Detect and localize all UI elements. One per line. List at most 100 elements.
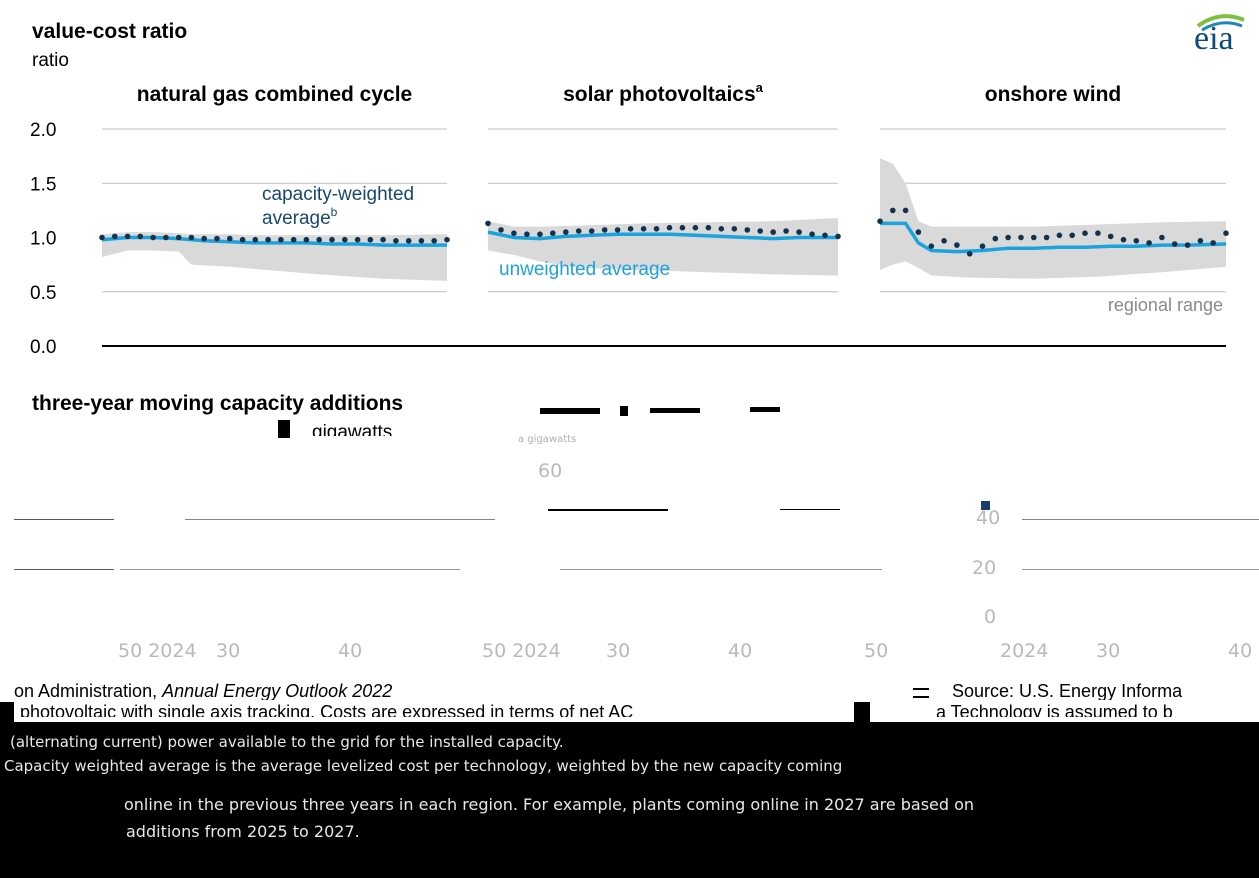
lower-marker-40 xyxy=(981,501,990,510)
weighted-average-point xyxy=(783,228,789,234)
weighted-average-point xyxy=(1171,241,1178,247)
weighted-average-point xyxy=(303,236,310,243)
weighted-average-point xyxy=(1197,238,1204,244)
panel-title: onshore wind xyxy=(985,83,1122,106)
unweighted-average-line xyxy=(101,235,447,247)
lower-marker xyxy=(278,420,290,438)
weighted-average-point xyxy=(431,238,438,244)
footer-line-3: (alternating current) power available to… xyxy=(10,733,564,751)
y-tick-label: 1.0 xyxy=(30,229,56,250)
regional-range-band xyxy=(880,158,1226,279)
weighted-average-point xyxy=(705,224,712,231)
annotation-average-sup: b xyxy=(331,205,338,219)
panel-3: onshore wind xyxy=(877,83,1229,293)
weighted-average-point xyxy=(692,224,699,231)
weighted-average-point xyxy=(511,230,517,236)
weighted-average-point xyxy=(1184,242,1191,248)
lower-gridline-20-left xyxy=(14,569,114,570)
weighted-average-point xyxy=(1082,230,1088,236)
weighted-average-point xyxy=(444,236,450,243)
annotation-regional-range: regional range xyxy=(1108,295,1223,315)
lower-gridline-40-left xyxy=(14,519,114,520)
y-tick-label: 2.0 xyxy=(30,120,56,141)
panel-1: natural gas combined cycle xyxy=(99,83,450,293)
footer-dark-band-2 xyxy=(0,727,1259,755)
footer-source-title: Annual Energy Outlook 2022 xyxy=(162,681,393,701)
weighted-average-point xyxy=(757,228,763,234)
weighted-average-point xyxy=(979,243,986,249)
weighted-average-point xyxy=(137,233,144,240)
weighted-average-point xyxy=(1223,230,1229,236)
footer-tech-left: photovoltaic with single axis tracking. … xyxy=(20,702,634,717)
weighted-average-point xyxy=(744,227,751,233)
footer-source-dash xyxy=(913,688,929,698)
weighted-average-point xyxy=(770,229,776,235)
footer-line-6: additions from 2025 to 2027. xyxy=(126,822,360,841)
weighted-average-point xyxy=(278,236,284,243)
weighted-average-point xyxy=(1031,234,1037,241)
weighted-average-point xyxy=(718,226,725,232)
weighted-average-point xyxy=(877,218,883,224)
footer-line-5: online in the previous three years in ea… xyxy=(124,795,975,814)
weighted-average-point xyxy=(150,234,156,241)
footer-tech-right: a Technology is assumed to b xyxy=(936,702,1173,717)
footer-line-4: Capacity weighted average is the average… xyxy=(4,757,843,775)
weighted-average-point xyxy=(485,220,491,227)
lower-x-tick-label: 40 xyxy=(338,640,363,662)
lower-gridline-20-mid xyxy=(120,569,460,570)
weighted-average-point xyxy=(1107,233,1114,240)
weighted-average-point xyxy=(550,230,556,236)
weighted-average-point xyxy=(614,227,621,233)
lower-chart-title: three-year moving capacity additions xyxy=(32,392,404,415)
y-tick-label: 0.0 xyxy=(30,337,56,358)
chart-title: value-cost ratio xyxy=(32,20,188,43)
lower-x-tick-label: 40 xyxy=(728,640,753,662)
unweighted-average-line xyxy=(487,230,838,241)
footer-tech-left-box xyxy=(14,700,854,722)
lower-gridline-20-right xyxy=(1022,569,1259,570)
lower-x-tick-label: 2024 xyxy=(1000,640,1049,662)
weighted-average-point xyxy=(627,226,634,232)
lower-x-tick-label: 50 2024 xyxy=(482,640,561,662)
footer-dark-band-3 xyxy=(0,755,1259,878)
weighted-average-point xyxy=(588,228,595,234)
weighted-average-point xyxy=(99,234,105,241)
value-cost-chart: natural gas combined cycle solar photovol… xyxy=(30,80,1229,358)
weighted-average-point xyxy=(1069,232,1075,239)
weighted-average-point xyxy=(915,229,922,235)
weighted-average-point xyxy=(966,251,973,257)
weighted-average-point xyxy=(188,234,195,241)
weighted-average-point xyxy=(601,227,608,233)
weighted-average-point xyxy=(316,236,323,243)
weighted-average-point xyxy=(1095,230,1101,236)
weighted-average-point xyxy=(227,235,233,242)
weighted-average-point xyxy=(342,236,348,243)
footer-source-left-text: on Administration, xyxy=(14,681,163,701)
weighted-average-point xyxy=(992,235,999,242)
annotation-average-word: average xyxy=(262,208,331,229)
lower-glitch-marks xyxy=(500,404,790,418)
panel-title: solar photovoltaicsa xyxy=(563,80,764,106)
weighted-average-point xyxy=(380,236,386,243)
unweighted-average-line xyxy=(880,221,1227,254)
weighted-average-point xyxy=(524,231,530,237)
weighted-average-point xyxy=(890,207,896,214)
weighted-average-point xyxy=(405,238,412,244)
weighted-average-point xyxy=(239,236,246,243)
weighted-average-point xyxy=(902,207,909,214)
weighted-average-point xyxy=(835,233,841,240)
panel-title: natural gas combined cycle xyxy=(137,83,412,106)
lower-tick-40: 40 xyxy=(976,507,1001,529)
footer-source-right: Source: U.S. Energy Informa xyxy=(952,681,1183,701)
weighted-average-point xyxy=(498,227,504,233)
weighted-average-point xyxy=(354,236,361,243)
weighted-average-point xyxy=(796,229,802,235)
weighted-average-point xyxy=(941,238,947,244)
weighted-average-point xyxy=(175,234,182,241)
chart-unit-label: ratio xyxy=(32,50,69,71)
lower-gridline-20-mid2 xyxy=(560,569,882,570)
eia-logo: eia xyxy=(1190,8,1250,58)
annotation-capacity-weighted: capacity-weighted xyxy=(262,184,414,205)
lower-line-60 xyxy=(548,509,668,511)
y-tick-label: 1.5 xyxy=(30,174,56,195)
